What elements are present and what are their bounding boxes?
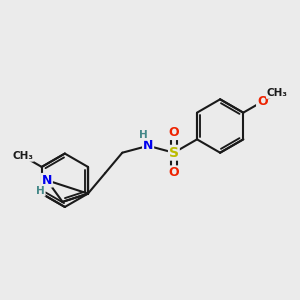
Text: S: S [169, 146, 179, 160]
Text: CH₃: CH₃ [267, 88, 288, 98]
Text: H: H [140, 130, 148, 140]
Text: O: O [169, 126, 179, 139]
Text: N: N [143, 139, 153, 152]
Text: O: O [257, 95, 268, 108]
Text: N: N [42, 174, 52, 187]
Text: CH₃: CH₃ [12, 151, 33, 161]
Text: O: O [169, 166, 179, 179]
Text: H: H [36, 186, 45, 196]
